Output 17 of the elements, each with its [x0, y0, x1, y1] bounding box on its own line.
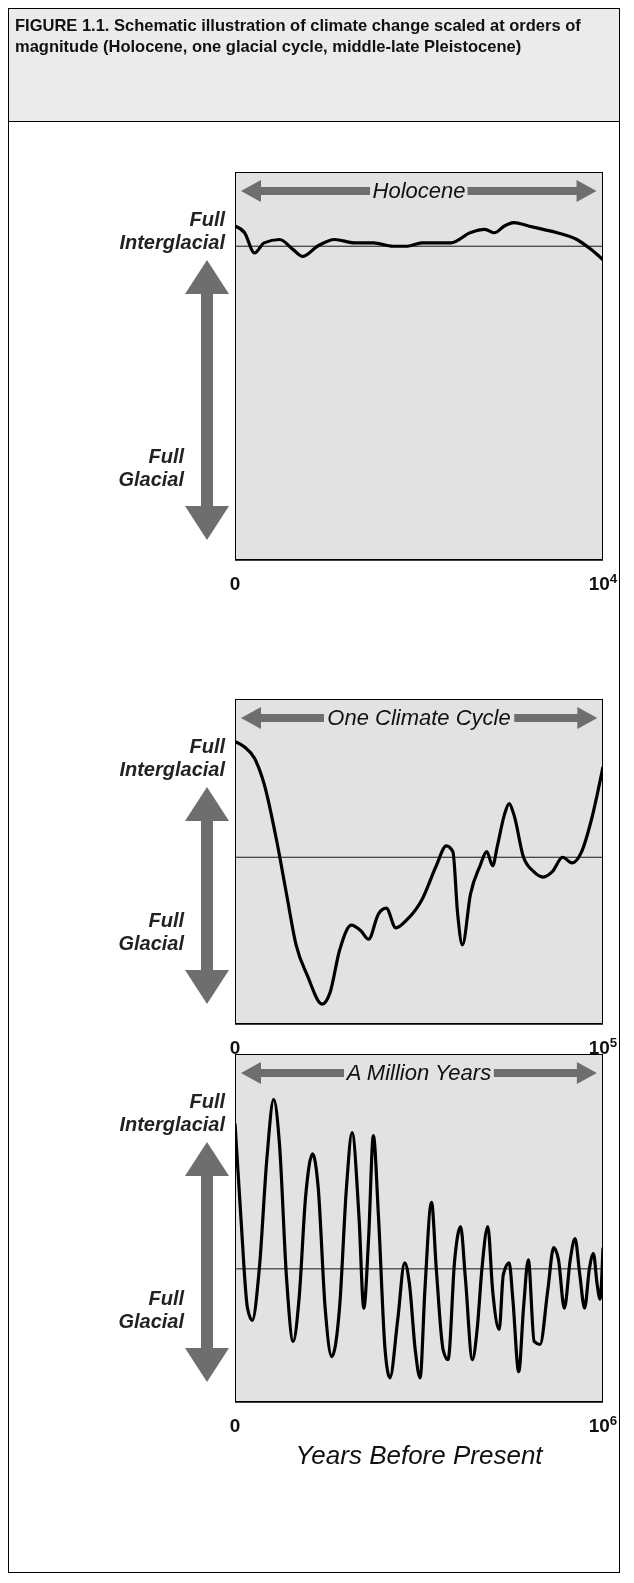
x-tick-label: 0	[229, 573, 241, 594]
chart-subtitle: One Climate Cycle	[326, 705, 512, 731]
text: Full Interglacial	[118, 1090, 225, 1136]
x-tick-label: 0	[229, 1415, 241, 1436]
x-tick-label: 0	[229, 1037, 241, 1058]
chart-subtitle: A Million Years	[345, 1060, 493, 1086]
x-tick-label: 10$^{5}$	[588, 1034, 618, 1058]
x-tick-label: 10$^{4}$	[588, 570, 618, 594]
text: Full Glacial	[117, 1287, 184, 1333]
text: Full Interglacial	[118, 735, 225, 781]
text: Full Glacial	[117, 445, 184, 491]
x-axis-title: Years Before Present	[294, 1440, 545, 1471]
text: Full Glacial	[117, 909, 184, 955]
text: Full Interglacial	[118, 208, 225, 254]
chart-title: FIGURE 1.1. Schematic illustration of climate change scaled at orders of magnitude (Holocene, one glacial cycle, middle-late Pleistocene)	[9, 9, 619, 122]
x-tick-label: 10$^{6}$	[588, 1412, 618, 1436]
chart-subtitle: Holocene	[371, 178, 467, 204]
